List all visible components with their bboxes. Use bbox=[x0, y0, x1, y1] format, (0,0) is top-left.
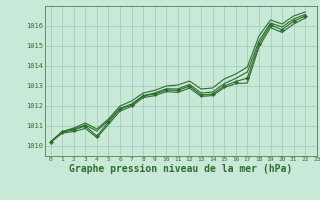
X-axis label: Graphe pression niveau de la mer (hPa): Graphe pression niveau de la mer (hPa) bbox=[69, 164, 292, 174]
